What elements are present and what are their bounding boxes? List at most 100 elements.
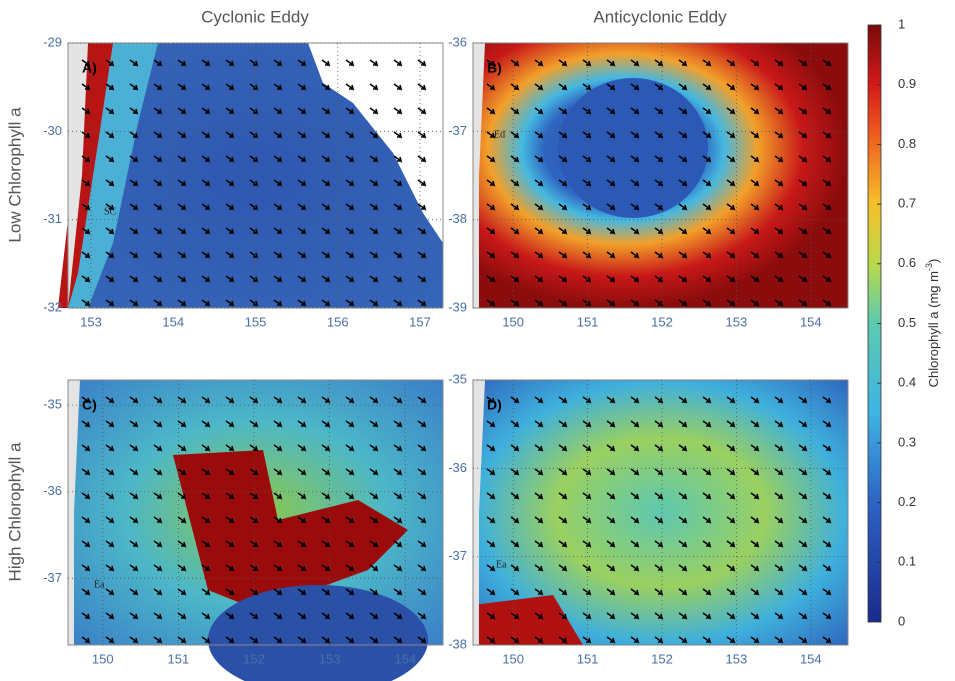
current-arrow bbox=[774, 540, 784, 548]
current-arrow bbox=[297, 396, 307, 404]
current-arrow bbox=[582, 444, 592, 452]
current-arrow bbox=[393, 444, 403, 452]
current-arrow bbox=[201, 251, 211, 259]
current-arrow bbox=[417, 107, 427, 115]
y-tick-label: -29 bbox=[43, 34, 62, 49]
current-arrow bbox=[630, 131, 640, 139]
current-arrow bbox=[105, 299, 115, 307]
current-arrow bbox=[153, 468, 163, 476]
current-arrow bbox=[321, 203, 331, 211]
current-arrow bbox=[726, 179, 736, 187]
current-arrow bbox=[702, 420, 712, 428]
cloud bbox=[308, 43, 443, 243]
current-arrow bbox=[486, 227, 496, 235]
current-arrow bbox=[297, 492, 307, 500]
current-arrow bbox=[654, 299, 664, 307]
current-arrow bbox=[582, 492, 592, 500]
current-arrow bbox=[129, 227, 139, 235]
current-arrow bbox=[417, 612, 427, 620]
current-arrow bbox=[798, 131, 808, 139]
current-arrow bbox=[201, 396, 211, 404]
row-title: High Chlorophyll a bbox=[5, 442, 24, 581]
current-arrow bbox=[153, 540, 163, 548]
current-arrow bbox=[774, 492, 784, 500]
current-arrow bbox=[510, 251, 520, 259]
current-arrow bbox=[726, 588, 736, 596]
current-arrow bbox=[678, 516, 688, 524]
current-arrow bbox=[297, 59, 307, 67]
current-arrow bbox=[345, 444, 355, 452]
current-arrow bbox=[321, 83, 331, 91]
current-arrow bbox=[345, 83, 355, 91]
current-arrow bbox=[345, 516, 355, 524]
current-arrow bbox=[177, 588, 187, 596]
current-arrow bbox=[393, 492, 403, 500]
current-arrow bbox=[369, 444, 379, 452]
current-arrow bbox=[726, 299, 736, 307]
current-arrow bbox=[393, 155, 403, 163]
current-arrow bbox=[606, 612, 616, 620]
current-arrow bbox=[606, 299, 616, 307]
panel-label: C) bbox=[82, 397, 97, 413]
current-arrow bbox=[558, 540, 568, 548]
current-arrow bbox=[774, 251, 784, 259]
current-arrow bbox=[201, 83, 211, 91]
current-arrow bbox=[201, 612, 211, 620]
current-arrow bbox=[369, 299, 379, 307]
current-arrow bbox=[249, 444, 259, 452]
current-arrow bbox=[654, 636, 664, 644]
current-arrow bbox=[798, 251, 808, 259]
current-arrow bbox=[105, 179, 115, 187]
current-arrow bbox=[702, 203, 712, 211]
y-tick-label: -37 bbox=[448, 123, 467, 138]
current-arrow bbox=[534, 107, 544, 115]
current-arrow bbox=[81, 444, 91, 452]
current-arrow bbox=[177, 468, 187, 476]
current-arrow bbox=[201, 179, 211, 187]
coast-red bbox=[473, 595, 583, 645]
current-arrow bbox=[297, 107, 307, 115]
current-arrow bbox=[630, 251, 640, 259]
current-arrow bbox=[321, 612, 331, 620]
current-arrow bbox=[81, 179, 91, 187]
y-tick-label: -39 bbox=[448, 299, 467, 314]
current-arrow bbox=[417, 540, 427, 548]
current-arrow bbox=[225, 636, 235, 644]
x-tick-label: 156 bbox=[327, 314, 349, 329]
current-arrow bbox=[273, 299, 283, 307]
current-arrow bbox=[678, 492, 688, 500]
current-arrow bbox=[129, 492, 139, 500]
x-tick-label: 154 bbox=[800, 651, 822, 666]
current-arrow bbox=[582, 564, 592, 572]
current-arrow bbox=[273, 59, 283, 67]
colorbar-tick-label: 0.8 bbox=[898, 136, 916, 151]
current-arrow bbox=[510, 227, 520, 235]
current-arrow bbox=[249, 540, 259, 548]
current-arrow bbox=[750, 564, 760, 572]
y-tick-label: -38 bbox=[448, 636, 467, 651]
current-arrow bbox=[774, 59, 784, 67]
current-arrow bbox=[153, 227, 163, 235]
current-arrow bbox=[105, 636, 115, 644]
current-arrow bbox=[249, 420, 259, 428]
current-arrow bbox=[582, 516, 592, 524]
current-arrow bbox=[225, 540, 235, 548]
current-arrow bbox=[297, 83, 307, 91]
current-arrow bbox=[273, 612, 283, 620]
current-arrow bbox=[510, 516, 520, 524]
current-arrow bbox=[654, 612, 664, 620]
current-arrow bbox=[321, 179, 331, 187]
current-arrow bbox=[726, 444, 736, 452]
current-arrow bbox=[558, 83, 568, 91]
current-arrow bbox=[249, 396, 259, 404]
current-arrow bbox=[558, 636, 568, 644]
current-arrow bbox=[225, 588, 235, 596]
current-arrow bbox=[225, 299, 235, 307]
current-arrow bbox=[582, 468, 592, 476]
current-arrow bbox=[249, 564, 259, 572]
current-arrow bbox=[297, 636, 307, 644]
current-arrow bbox=[630, 155, 640, 163]
colorbar-tick-label: 0 bbox=[898, 613, 905, 628]
current-arrow bbox=[822, 155, 832, 163]
current-arrow bbox=[486, 131, 496, 139]
